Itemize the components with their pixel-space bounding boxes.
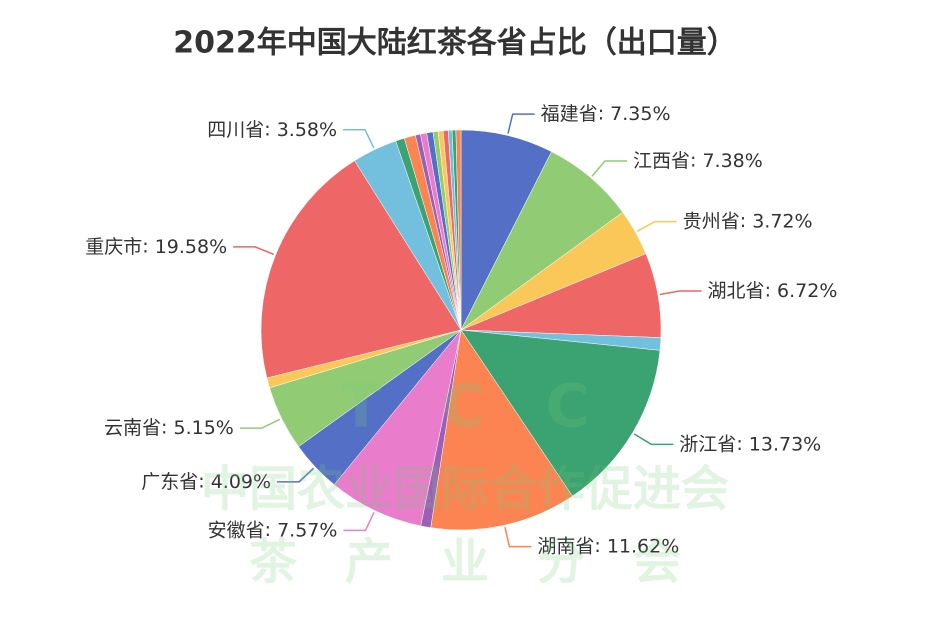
- leader-line: [636, 220, 677, 232]
- slice-label: 贵州省: 3.72%: [683, 210, 813, 232]
- leader-line: [343, 512, 375, 532]
- slice-label: 湖南省: 11.62%: [537, 535, 679, 557]
- pie-slice: [460, 329, 661, 497]
- watermark: T C C: [341, 372, 590, 442]
- slice-label: 安徽省: 7.57%: [208, 519, 338, 541]
- slice-label: 浙江省: 13.73%: [679, 433, 821, 455]
- watermark: 茶 产 业 分 会: [249, 534, 681, 590]
- slice-category: 广东省: [141, 470, 198, 492]
- slice-value: 3.72%: [752, 210, 812, 232]
- slice-value: 4.09%: [211, 470, 271, 492]
- slice-value: 7.35%: [610, 103, 670, 125]
- slice-value: 13.73%: [749, 433, 821, 455]
- slice-value: 5.15%: [174, 417, 234, 439]
- slice-value: 11.62%: [607, 535, 679, 557]
- slice-category: 四川省: [207, 118, 264, 140]
- slice-value: 7.38%: [702, 150, 762, 172]
- slice-category: 湖北省: [708, 279, 765, 301]
- leader-line: [343, 129, 375, 149]
- slice-label: 福建省: 7.35%: [541, 103, 671, 125]
- slice-value: 7.57%: [277, 519, 337, 541]
- pie-slice: [455, 129, 462, 331]
- leader-line: [633, 433, 674, 446]
- watermark: 中国农业国际合作促进会: [201, 461, 729, 517]
- slice-category: 贵州省: [683, 210, 740, 232]
- slice-label: 云南省: 5.15%: [104, 417, 234, 439]
- slice-label: 四川省: 3.58%: [207, 118, 337, 140]
- slice-category: 安徽省: [208, 519, 265, 541]
- slice-label: 广东省: 4.09%: [141, 470, 271, 492]
- slice-value: 6.72%: [777, 279, 837, 301]
- slice-category: 重庆市: [85, 235, 142, 257]
- leader-line: [239, 418, 281, 429]
- slice-value: 19.58%: [155, 235, 227, 257]
- leader-line: [504, 526, 532, 548]
- slice-category: 云南省: [104, 417, 161, 439]
- slice-label: 江西省: 7.38%: [633, 150, 763, 172]
- leader-line: [507, 113, 535, 134]
- chart-title: 2022年中国大陆红茶各省占比（出口量）: [173, 26, 737, 61]
- leader-line: [233, 246, 274, 256]
- pie-slice: [260, 160, 462, 379]
- leader-line: [591, 160, 627, 177]
- slice-category: 福建省: [541, 103, 598, 125]
- slice-label: 湖北省: 6.72%: [708, 279, 838, 301]
- pie-slice: [333, 329, 462, 527]
- slice-category: 浙江省: [679, 433, 736, 455]
- slice-value: 3.58%: [277, 118, 337, 140]
- leader-line: [277, 467, 315, 483]
- slice-category: 湖南省: [537, 535, 594, 557]
- pie-slice: [460, 151, 624, 331]
- slice-label: 重庆市: 19.58%: [85, 235, 227, 257]
- pie-slice: [430, 329, 573, 531]
- leader-line: [659, 290, 702, 296]
- slice-category: 江西省: [633, 150, 690, 172]
